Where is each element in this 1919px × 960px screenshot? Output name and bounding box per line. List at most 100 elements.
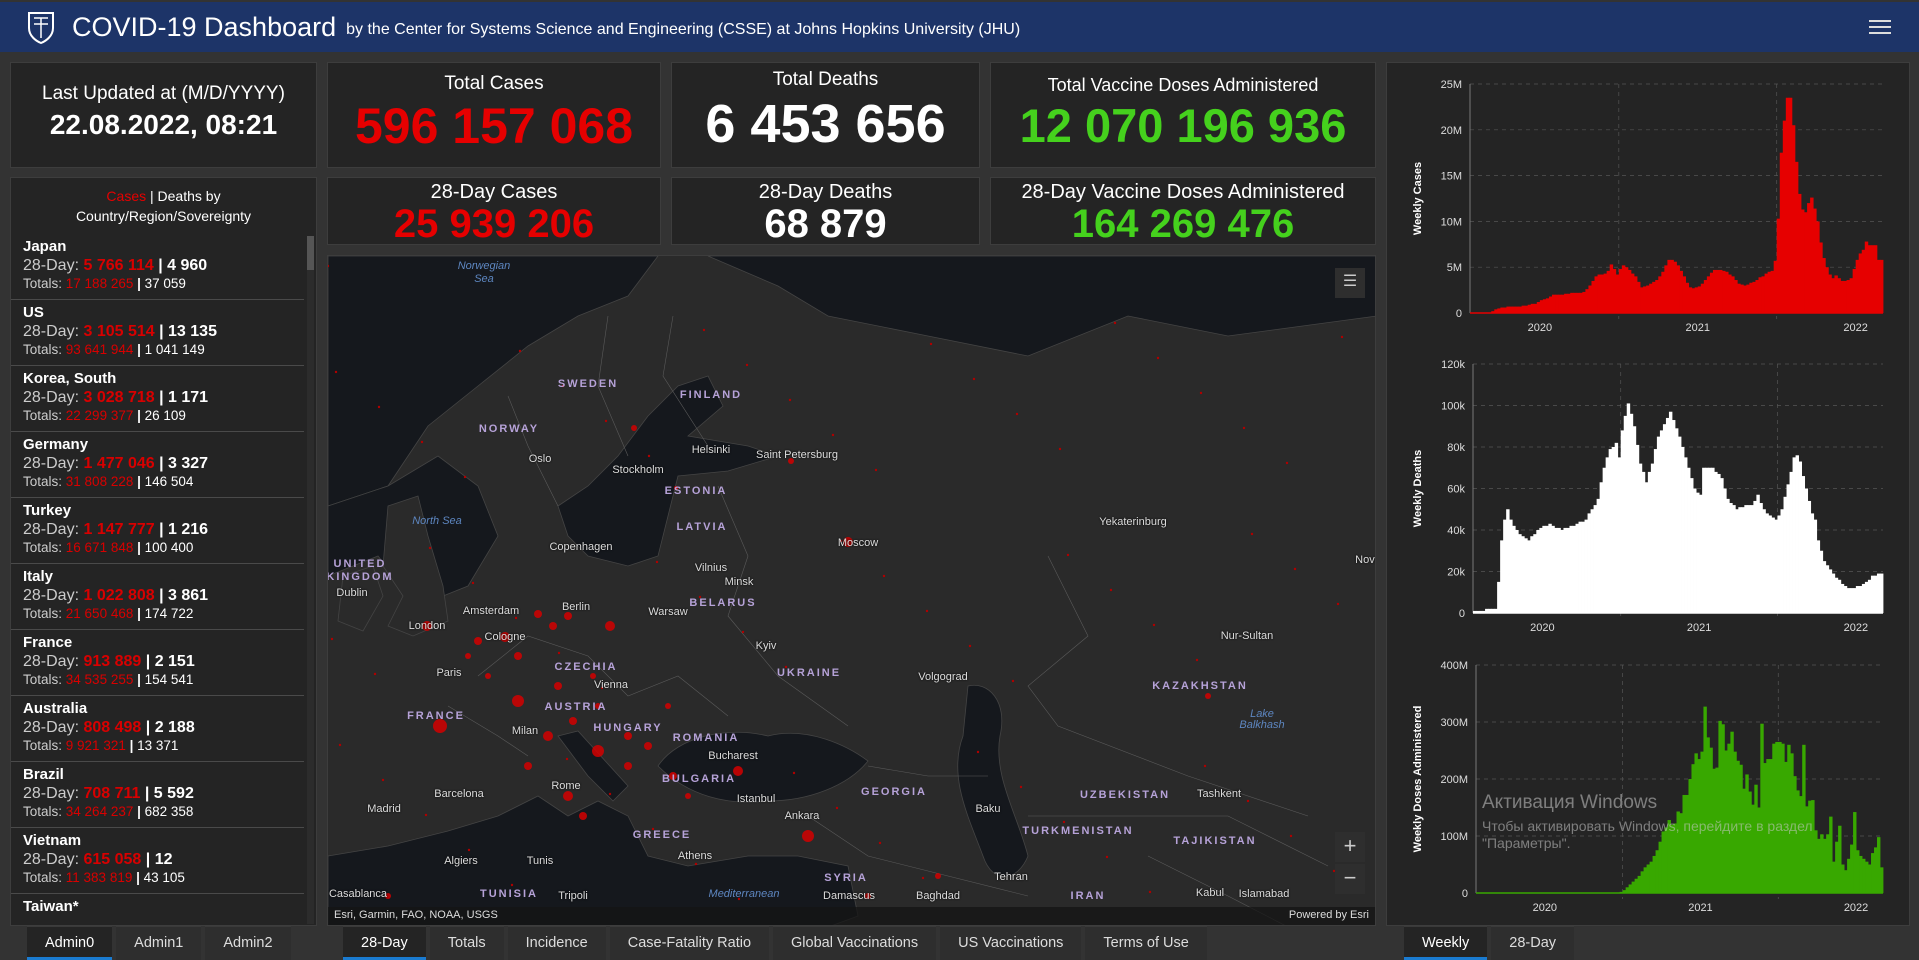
bar: [1578, 521, 1582, 613]
country-list-item[interactable]: Australia 28-Day: 808 498 | 2 188 Totals: …: [11, 696, 304, 762]
map-label-city: Tripoli: [558, 890, 588, 902]
list-title-line2: Country/Region/Sovereignty: [75, 208, 252, 224]
bar: [1837, 278, 1841, 313]
scroll-thumb[interactable]: [307, 236, 314, 270]
case-marker: [579, 812, 587, 820]
totals-line: Totals: 9 921 321 | 13 371: [23, 737, 292, 754]
country-list-item[interactable]: Brazil 28-Day: 708 711 | 5 592 Totals: 34 …: [11, 762, 304, 828]
bar: [1861, 583, 1866, 613]
country-list-item[interactable]: Italy 28-Day: 1 022 808 | 3 861 Totals: 21…: [11, 564, 304, 630]
tab-chart-28-day[interactable]: 28-Day: [1491, 926, 1575, 960]
bar: [1723, 488, 1727, 613]
bar: [1805, 806, 1809, 893]
powered-by-link[interactable]: Powered by Esri: [1288, 909, 1369, 921]
bar: [1631, 881, 1636, 893]
y-tick-label: 10M: [1441, 216, 1462, 228]
country-list-item[interactable]: Germany 28-Day: 1 477 046 | 3 327 Totals: …: [11, 432, 304, 498]
map-label-country: KINGDOM: [327, 571, 394, 583]
bar: [1843, 586, 1848, 613]
country-list-item[interactable]: Turkey 28-Day: 1 147 777 | 1 216 Totals: 1…: [11, 498, 304, 564]
day28-prefix: 28-Day:: [23, 587, 84, 604]
map-label-country: TURKMENISTAN: [1022, 825, 1134, 837]
bar: [1674, 428, 1679, 613]
bar: [1629, 413, 1634, 613]
country-name: Vietnam: [23, 832, 82, 849]
tab-map-global-vaccinations[interactable]: Global Vaccinations: [773, 926, 937, 960]
bar: [1594, 276, 1598, 313]
bar: [1724, 750, 1728, 893]
zoom-out-button[interactable]: −: [1335, 864, 1365, 894]
total-cases-label: Total Cases: [444, 73, 544, 94]
bar: [1706, 737, 1710, 893]
map-attribution: Esri, Garmin, FAO, NOAA, USGS Powered by…: [328, 907, 1375, 925]
country-list-item[interactable]: US 28-Day: 3 105 514 | 13 135 Totals: 93 6…: [11, 300, 304, 366]
bar: [1855, 586, 1860, 613]
tab-map-us-vaccinations[interactable]: US Vaccinations: [940, 926, 1082, 960]
bar: [1515, 530, 1519, 613]
day28-cases-value: 25 939 206: [393, 202, 595, 246]
bar: [1790, 753, 1794, 893]
country-list-item[interactable]: Japan 28-Day: 5 766 114 | 4 960 Totals: 17…: [11, 234, 304, 300]
bar: [1759, 503, 1763, 613]
bar: [1861, 249, 1866, 313]
bar: [1684, 457, 1688, 613]
tab-admin-admin2[interactable]: Admin2: [205, 926, 291, 960]
map-view[interactable]: Norwegian Sea SWEDEN FINLAND NORWAY Oslo Stock…: [327, 255, 1376, 926]
bar: [1649, 283, 1653, 313]
day28-deaths: 2 151: [154, 653, 195, 670]
country-list-item[interactable]: Taiwan*: [11, 894, 304, 925]
case-marker: [843, 537, 853, 547]
case-marker: [929, 342, 933, 346]
bar: [1781, 743, 1785, 893]
bar: [1670, 259, 1674, 313]
total-deaths: 682 358: [144, 804, 194, 819]
tab-map-totals[interactable]: Totals: [429, 926, 504, 960]
bar: [1661, 831, 1665, 893]
legend-list-icon[interactable]: ☰: [1335, 268, 1365, 298]
bar: [1641, 471, 1646, 613]
bar: [1798, 461, 1803, 613]
bar: [1852, 588, 1857, 613]
tab-admin-admin1[interactable]: Admin1: [116, 926, 202, 960]
map-label-city: Athens: [677, 850, 713, 862]
country-list[interactable]: Japan 28-Day: 5 766 114 | 4 960 Totals: 17…: [11, 234, 316, 925]
total-deaths: 154 541: [144, 672, 194, 687]
bar: [1670, 824, 1674, 893]
case-marker: [474, 637, 482, 645]
bar: [1731, 276, 1735, 313]
tab-chart-weekly[interactable]: Weekly: [1404, 926, 1488, 960]
bar: [1709, 272, 1714, 313]
scrollbar[interactable]: [307, 236, 314, 924]
hamburger-menu-icon[interactable]: [1869, 16, 1891, 36]
tab-map-28-day[interactable]: 28-Day: [343, 926, 426, 960]
total-vaccines-value: 12 070 196 936: [1019, 99, 1347, 152]
bar: [1750, 505, 1754, 613]
bar: [1825, 267, 1829, 313]
tab-map-terms-of-use[interactable]: Terms of Use: [1085, 926, 1207, 960]
totals-line: Totals: 11 383 819 | 43 105: [23, 869, 292, 886]
adriatic-sea: [557, 730, 629, 802]
zoom-in-button[interactable]: +: [1335, 832, 1365, 862]
bar: [1867, 579, 1872, 613]
case-marker: [1066, 553, 1070, 557]
tab-map-case-fatality-ratio[interactable]: Case-Fatality Ratio: [609, 926, 770, 960]
tab-map-incidence[interactable]: Incidence: [507, 926, 606, 960]
bar: [1844, 870, 1848, 893]
bar: [1825, 565, 1830, 613]
separator: |: [154, 455, 169, 472]
case-marker: [655, 560, 659, 564]
tab-admin-admin0[interactable]: Admin0: [27, 926, 113, 960]
case-marker: [543, 731, 553, 741]
y-axis-label: Weekly Deaths: [1412, 450, 1424, 527]
x-tick-label: 2020: [1528, 322, 1552, 334]
bar: [1628, 884, 1633, 893]
app-header: COVID-19 Dashboard by the Center for Sys…: [0, 2, 1919, 52]
country-list-item[interactable]: Vietnam 28-Day: 615 058 | 12 Totals: 11 38…: [11, 828, 304, 894]
bar: [1497, 581, 1501, 613]
country-list-item[interactable]: Korea, South 28-Day: 3 028 718 | 1 171 Tot…: [11, 366, 304, 432]
day28-prefix: 28-Day:: [23, 455, 84, 472]
country-list-item[interactable]: France 28-Day: 913 889 | 2 151 Totals: 34 …: [11, 630, 304, 696]
bar: [1591, 280, 1595, 313]
total-vaccines-label: Total Vaccine Doses Administered: [1047, 75, 1319, 95]
bar: [1879, 259, 1884, 313]
